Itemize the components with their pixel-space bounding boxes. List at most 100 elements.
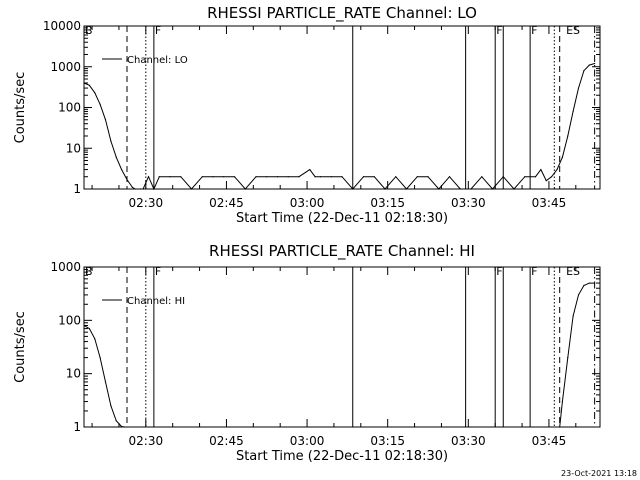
data-point bbox=[142, 188, 144, 190]
x-tick-label: 03:45 bbox=[532, 196, 567, 210]
data-point bbox=[524, 176, 526, 178]
flag-label: ES bbox=[566, 24, 580, 37]
chart-title: RHESSI PARTICLE_RATE Channel: HI bbox=[209, 242, 475, 261]
data-point bbox=[169, 176, 171, 178]
y-axis-label: Counts/sec bbox=[13, 311, 28, 383]
data-point bbox=[153, 188, 155, 190]
data-point bbox=[83, 324, 85, 327]
data-point bbox=[567, 357, 569, 359]
flag-label: F bbox=[496, 265, 502, 278]
y-tick-label: 1000 bbox=[50, 260, 81, 274]
data-point bbox=[83, 82, 85, 84]
data-point bbox=[244, 188, 246, 190]
data-point bbox=[201, 176, 203, 178]
flag-label: F bbox=[155, 24, 161, 37]
data-point bbox=[110, 140, 112, 142]
y-tick-label: 10000 bbox=[43, 19, 81, 33]
data-point bbox=[314, 176, 316, 178]
y-tick-label: 1000 bbox=[50, 60, 81, 74]
data-point bbox=[395, 176, 397, 178]
x-tick-label: 03:15 bbox=[370, 196, 405, 210]
data-point bbox=[121, 425, 123, 428]
plot-frame bbox=[83, 266, 601, 428]
legend-label: Channel: LO bbox=[127, 55, 188, 66]
series-line bbox=[83, 63, 595, 191]
flag-label: F bbox=[155, 265, 161, 278]
data-point bbox=[534, 176, 537, 178]
x-tick-label: 02:30 bbox=[129, 434, 164, 448]
data-point bbox=[139, 188, 142, 190]
data-point bbox=[588, 282, 590, 284]
data-point bbox=[373, 176, 375, 178]
data-point bbox=[88, 84, 90, 86]
data-point bbox=[104, 381, 107, 383]
panel-lo-channel: RHESSI PARTICLE_RATE Channel: LO 1 10 100 10… bbox=[13, 4, 601, 226]
footer-timestamp: 23-Oct-2021 13:18 bbox=[561, 469, 637, 478]
x-tick-label: 02:45 bbox=[209, 434, 244, 448]
data-point bbox=[147, 176, 150, 178]
data-point bbox=[131, 186, 133, 188]
data-point bbox=[88, 327, 90, 330]
flag-label: B bbox=[85, 24, 93, 37]
x-axis-label: Start Time (22-Dec-11 02:18:30) bbox=[236, 211, 448, 226]
flag-label: F bbox=[531, 24, 537, 37]
data-point bbox=[362, 176, 365, 178]
y-tick-label: 1 bbox=[73, 420, 81, 434]
data-point bbox=[255, 176, 257, 178]
data-point bbox=[502, 176, 504, 178]
data-point bbox=[572, 315, 574, 317]
data-point bbox=[115, 156, 117, 158]
data-point bbox=[94, 338, 96, 340]
data-point bbox=[594, 282, 596, 284]
data-point bbox=[567, 135, 569, 137]
data-point bbox=[104, 119, 107, 121]
data-point bbox=[298, 176, 300, 178]
data-point bbox=[319, 176, 322, 178]
data-point bbox=[123, 426, 125, 428]
flag-label: F bbox=[531, 265, 537, 278]
data-point bbox=[212, 176, 214, 178]
data-point bbox=[287, 176, 289, 178]
data-point bbox=[309, 168, 311, 171]
data-point bbox=[545, 180, 547, 182]
y-tick-label: 1 bbox=[73, 182, 81, 196]
x-tick-label: 03:45 bbox=[532, 434, 567, 448]
data-point bbox=[94, 92, 96, 94]
x-tick-label: 03:00 bbox=[290, 434, 325, 448]
x-tick-label: 03:00 bbox=[290, 196, 325, 210]
data-point bbox=[481, 176, 483, 178]
x-tick-label: 03:30 bbox=[451, 196, 486, 210]
x-tick-label: 02:45 bbox=[209, 196, 244, 210]
data-point bbox=[126, 179, 128, 181]
data-point bbox=[513, 188, 515, 190]
data-point bbox=[158, 176, 160, 178]
y-axis-label: Counts/sec bbox=[13, 72, 28, 144]
data-point bbox=[577, 294, 580, 296]
flag-label: ES bbox=[566, 265, 580, 278]
data-point bbox=[352, 188, 354, 190]
data-point bbox=[134, 188, 136, 190]
data-point bbox=[276, 176, 279, 178]
y-tick-label: 10 bbox=[66, 367, 81, 381]
x-axis-label: Start Time (22-Dec-11 02:18:30) bbox=[236, 449, 448, 464]
data-point bbox=[405, 188, 408, 190]
data-point bbox=[121, 168, 123, 171]
data-point bbox=[577, 87, 580, 89]
data-point bbox=[556, 168, 558, 171]
data-point bbox=[180, 176, 182, 178]
data-point bbox=[223, 176, 225, 178]
data-point bbox=[588, 64, 590, 66]
data-point bbox=[448, 176, 451, 178]
x-tick-label: 02:30 bbox=[129, 196, 164, 210]
data-point bbox=[470, 188, 472, 190]
data-point bbox=[427, 176, 429, 178]
data-point bbox=[540, 168, 542, 171]
data-point bbox=[491, 188, 494, 190]
panel-hi-channel: RHESSI PARTICLE_RATE Channel: HI 1 10 100 10… bbox=[13, 242, 601, 464]
y-tick-label: 10 bbox=[66, 141, 81, 155]
data-point bbox=[110, 405, 112, 407]
flag-label: B bbox=[85, 265, 93, 278]
data-point bbox=[438, 188, 440, 190]
plot-frame bbox=[83, 25, 601, 190]
